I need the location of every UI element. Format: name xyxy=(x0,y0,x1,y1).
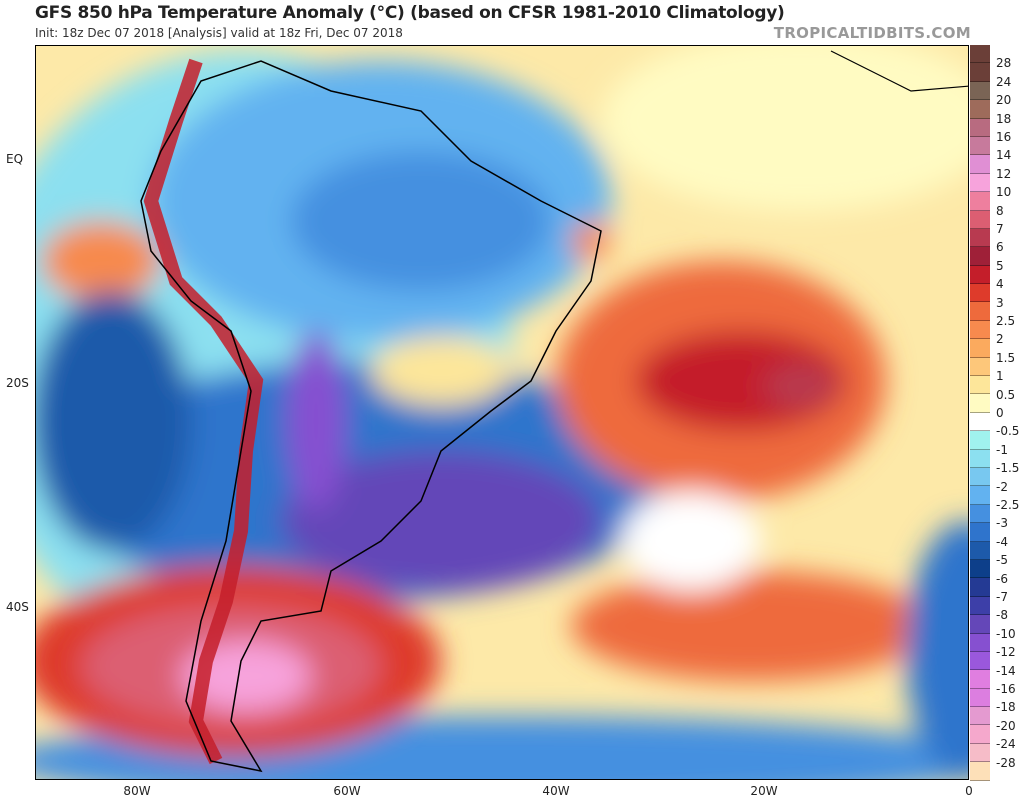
colorbar-label: -20 xyxy=(996,718,1016,733)
colorbar-bin xyxy=(970,762,990,781)
colorbar-label: -6 xyxy=(996,571,1008,586)
colorbar-bin xyxy=(970,688,990,708)
colorbar-bin xyxy=(970,670,990,689)
lat-label-40s: 40S xyxy=(6,600,29,614)
colorbar-label: -7 xyxy=(996,590,1008,604)
colorbar-bin xyxy=(970,192,990,211)
colorbar-bin xyxy=(970,81,990,101)
colorbar-bin xyxy=(970,394,990,413)
colorbar-bin xyxy=(970,431,990,450)
colorbar-bin xyxy=(970,559,990,579)
colorbar-bin xyxy=(970,615,990,634)
colorbar-label: -10 xyxy=(996,626,1016,641)
map-title: GFS 850 hPa Temperature Anomaly (°C) (ba… xyxy=(35,3,785,23)
anomaly-map xyxy=(35,45,969,780)
colorbar-bin xyxy=(970,339,990,358)
colorbar-label: -1 xyxy=(996,442,1008,457)
colorbar-bin xyxy=(970,45,990,64)
colorbar-label: -14 xyxy=(996,663,1016,678)
lon-label-40w: 40W xyxy=(542,784,570,798)
colorbar-bin xyxy=(970,725,990,744)
colorbar-bin xyxy=(970,578,990,597)
colorbar-bin xyxy=(970,486,990,505)
colorbar-bin xyxy=(970,707,990,726)
map-subtitle: Init: 18z Dec 07 2018 [Analysis] valid a… xyxy=(35,26,403,40)
colorbar-label: -12 xyxy=(996,645,1016,660)
colorbar-bin xyxy=(970,302,990,321)
colorbar-label: 2 xyxy=(996,332,1004,347)
colorbar-bin xyxy=(970,155,990,174)
colorbar-label: 3 xyxy=(996,295,1004,310)
colorbar-bin xyxy=(970,412,990,432)
colorbar-bin xyxy=(970,136,990,156)
colorbar-bin xyxy=(970,541,990,560)
colorbar-bin xyxy=(970,284,990,303)
colorbar-bin xyxy=(970,247,990,266)
colorbar-label: 2.5 xyxy=(996,314,1016,328)
colorbar-label: 0.5 xyxy=(996,387,1016,402)
colorbar-bin xyxy=(970,118,990,137)
colorbar-bin xyxy=(970,596,990,616)
andes-warm-anomaly xyxy=(143,58,264,765)
colorbar-bin xyxy=(970,173,990,193)
colorbar-label: 0 xyxy=(996,406,1004,420)
lat-label-eq: EQ xyxy=(6,152,24,166)
colorbar-label: 5 xyxy=(996,258,1004,273)
south-america-coastline xyxy=(140,60,602,773)
lon-label-0: 0 xyxy=(965,784,973,798)
colorbar-label: 14 xyxy=(996,148,1012,163)
colorbar-label: -5 xyxy=(996,553,1008,568)
colorbar-label: -4 xyxy=(996,534,1008,549)
colorbar-bin xyxy=(970,467,990,487)
colorbar-bin xyxy=(970,265,990,285)
colorbar-label: -24 xyxy=(996,737,1016,752)
colorbar-label: -0.5 xyxy=(996,424,1020,439)
colorbar-bin xyxy=(970,523,990,542)
colorbar-label: 16 xyxy=(996,130,1012,144)
brand-watermark: TROPICALTIDBITS.COM xyxy=(773,24,971,42)
colorbar-label: 12 xyxy=(996,166,1012,181)
colorbar-label: 20 xyxy=(996,93,1012,108)
colorbar-bin xyxy=(970,320,990,340)
colorbar-bin xyxy=(970,357,990,377)
colorbar-label: -2.5 xyxy=(996,498,1020,512)
colorbar-label: -16 xyxy=(996,682,1016,696)
colorbar-label: 1.5 xyxy=(996,350,1016,365)
colorbar-label: 6 xyxy=(996,240,1004,255)
colorbar-label: 24 xyxy=(996,74,1012,89)
africa-coastline xyxy=(830,50,968,92)
colorbar-bin xyxy=(970,210,990,229)
colorbar xyxy=(970,45,990,781)
colorbar-label: -18 xyxy=(996,700,1016,715)
anomaly-field xyxy=(36,46,968,779)
lon-label-60w: 60W xyxy=(333,784,361,798)
colorbar-label: 4 xyxy=(996,277,1004,292)
colorbar-bin xyxy=(970,743,990,763)
colorbar-label: 10 xyxy=(996,185,1012,200)
colorbar-bin xyxy=(970,504,990,524)
colorbar-bin xyxy=(970,376,990,395)
colorbar-label: 1 xyxy=(996,369,1004,384)
colorbar-bin xyxy=(970,449,990,468)
colorbar-bin xyxy=(970,228,990,248)
colorbar-bin xyxy=(970,651,990,671)
colorbar-label: -1.5 xyxy=(996,461,1020,476)
lat-label-20s: 20S xyxy=(6,376,29,390)
colorbar-label: -8 xyxy=(996,608,1008,623)
colorbar-label: 18 xyxy=(996,111,1012,126)
lon-label-80w: 80W xyxy=(123,784,151,798)
lon-label-20w: 20W xyxy=(750,784,778,798)
colorbar-label: 7 xyxy=(996,222,1004,236)
colorbar-label: -2 xyxy=(996,479,1008,494)
colorbar-bin xyxy=(970,633,990,652)
colorbar-bin xyxy=(970,100,990,119)
colorbar-label: -3 xyxy=(996,516,1008,531)
colorbar-bin xyxy=(970,63,990,82)
colorbar-label: 8 xyxy=(996,203,1004,218)
colorbar-label: 28 xyxy=(996,56,1012,71)
colorbar-label: -28 xyxy=(996,755,1016,770)
